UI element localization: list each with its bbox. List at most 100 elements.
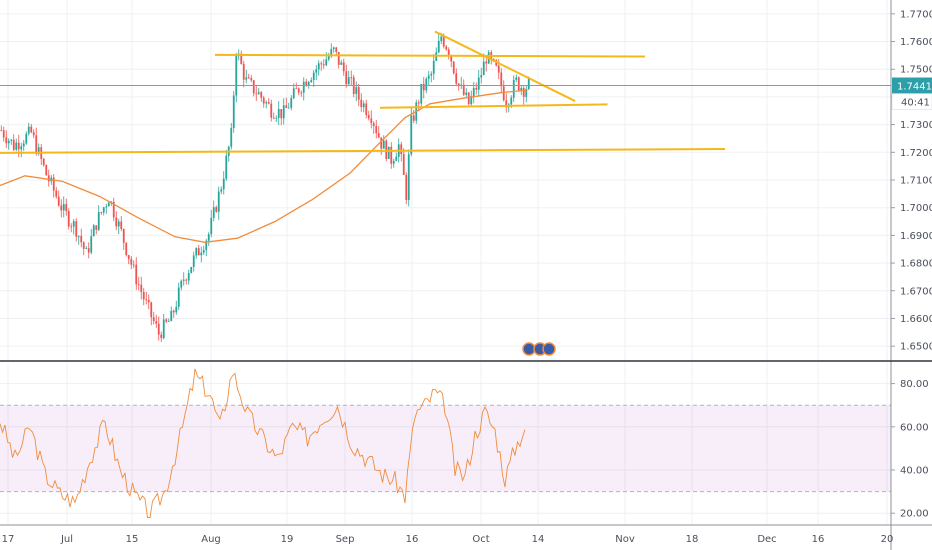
candle-body: [282, 105, 285, 119]
candle-body: [217, 191, 220, 212]
candle-body: [95, 225, 98, 230]
candle-body: [252, 80, 255, 94]
candle-body: [445, 46, 448, 50]
candle-body: [167, 321, 170, 322]
candle-body: [135, 264, 138, 285]
candle-body: [30, 126, 33, 133]
candle-body: [335, 47, 338, 52]
candle-body: [400, 144, 403, 155]
candle-body: [475, 87, 478, 90]
candle-body: [2, 130, 5, 138]
candle-body: [165, 319, 168, 322]
candle-body: [327, 56, 330, 60]
rsi-band-fill: [0, 405, 891, 492]
trend-lines[interactable]: [0, 30, 726, 154]
trend-line[interactable]: [379, 103, 608, 109]
time-tick-label: Oct: [472, 534, 489, 545]
candle-body: [510, 97, 513, 105]
candle-body: [260, 92, 263, 98]
candle-body: [337, 51, 340, 65]
candle-body: [42, 158, 45, 165]
candle-body: [457, 83, 460, 86]
candle-body: [127, 255, 130, 260]
candle-body: [267, 102, 270, 104]
candle-body: [482, 61, 485, 76]
candle-body: [10, 139, 13, 141]
trend-line[interactable]: [434, 30, 576, 102]
candle-body: [132, 264, 135, 266]
candle-body: [195, 248, 198, 256]
price-tick-label: 1.77000: [900, 9, 932, 20]
candle-body: [407, 154, 410, 200]
time-tick-label: Dec: [757, 534, 776, 545]
candle-body: [417, 102, 420, 104]
trend-line[interactable]: [0, 147, 726, 154]
candle-body: [517, 77, 520, 91]
candle-body: [62, 204, 65, 211]
candle-body: [97, 212, 100, 230]
time-tick-label: 16: [406, 534, 419, 545]
countdown-badge: [891, 93, 932, 110]
rsi-tick-label: 80.00: [900, 379, 929, 390]
candle-body: [182, 279, 185, 281]
axis-labels: 1.770001.760001.750001.740001.730001.720…: [2, 9, 932, 545]
candle-body: [390, 146, 393, 164]
price-tick-label: 1.69000: [900, 231, 932, 242]
moving-average-line: [0, 89, 528, 243]
candle-body: [100, 212, 103, 213]
candle-body: [15, 142, 18, 150]
candle-body: [467, 92, 470, 105]
candle-body: [190, 266, 193, 274]
candle-body: [257, 92, 260, 95]
price-tick-label: 1.72000: [900, 148, 932, 159]
time-tick-label: 19: [281, 534, 294, 545]
candle-body: [297, 88, 300, 93]
candle-body: [65, 204, 68, 212]
rsi-path: [0, 368, 526, 518]
candle-body: [505, 100, 508, 108]
candle-body: [232, 95, 235, 129]
price-tick-label: 1.66000: [900, 314, 932, 325]
candle-body: [375, 126, 378, 134]
candle-body: [322, 64, 325, 66]
candle-body: [152, 317, 155, 322]
candle-body: [87, 248, 90, 253]
candle-body: [52, 177, 55, 191]
candle-body: [60, 205, 63, 211]
candle-body: [120, 221, 123, 230]
candle-body: [447, 49, 450, 56]
trend-line[interactable]: [214, 53, 646, 58]
rsi-line: [0, 368, 526, 518]
candle-body: [112, 201, 115, 218]
candle-body: [492, 58, 495, 61]
candle-body: [155, 321, 158, 324]
time-tick-label: Jul: [60, 534, 73, 545]
candle-body: [522, 88, 525, 97]
candle-body: [245, 77, 248, 80]
last-price-label: 1.74412: [897, 82, 932, 93]
candle-body: [315, 69, 318, 73]
candle-body: [292, 88, 295, 99]
candle-body: [20, 146, 23, 150]
candle-body: [265, 102, 268, 104]
event-markers[interactable]: [522, 342, 556, 356]
price-tick-label: 1.68000: [900, 259, 932, 270]
candle-body: [172, 310, 175, 313]
event-marker-icon[interactable]: [542, 342, 556, 356]
candle-body: [342, 62, 345, 72]
price-tick-label: 1.76000: [900, 37, 932, 48]
candle-body: [410, 115, 413, 155]
candle-body: [207, 234, 210, 241]
candle-body: [82, 242, 85, 249]
event-marker-icon[interactable]: [522, 342, 536, 356]
price-tick-label: 1.75000: [900, 65, 932, 76]
candle-body: [372, 123, 375, 127]
candle-body: [347, 77, 350, 85]
candle-body: [305, 81, 308, 87]
candle-body: [192, 255, 195, 267]
candle-body: [102, 207, 105, 213]
candle-body: [355, 87, 358, 94]
candle-body: [197, 248, 200, 256]
candle-body: [115, 217, 118, 227]
